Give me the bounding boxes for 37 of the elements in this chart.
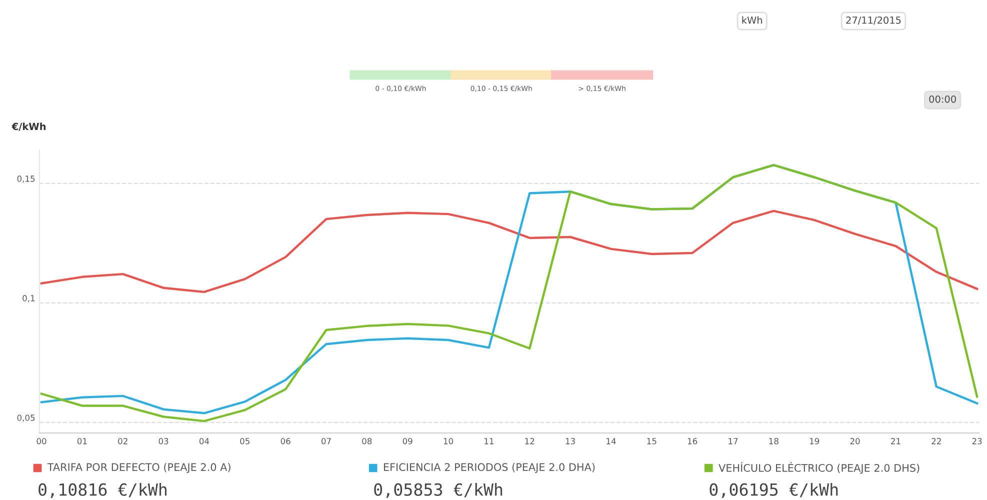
x-tick-label: 22 — [932, 438, 941, 444]
x-tick-label: 14 — [606, 438, 616, 444]
x-tick-label: 13 — [566, 438, 575, 444]
x-tick-label: 10 — [444, 438, 454, 444]
x-tick-label: 03 — [158, 438, 168, 444]
text: 00:00 — [929, 95, 956, 103]
text: 27/11/2015 — [846, 16, 901, 25]
y-tick-label: 0,05 — [17, 414, 35, 422]
x-tick-label: 12 — [525, 438, 534, 444]
x-tick-label: 11 — [484, 438, 494, 444]
text: 0,05853 €/kWh — [374, 482, 502, 498]
legend-label: VEHÍCULO ELÉCTRICO (PEAJE 2.0 DHS) — [718, 462, 920, 474]
x-tick-label: 04 — [199, 438, 210, 444]
x-tick-label: 18 — [769, 438, 778, 444]
x-tick-label: 00 — [36, 438, 46, 444]
x-tick-label: 06 — [280, 438, 290, 444]
x-tick-label: 05 — [240, 438, 250, 444]
x-tick-label: 15 — [647, 438, 656, 444]
x-tick-label: 08 — [362, 438, 372, 444]
text: 0,10816 €/kWh — [38, 482, 166, 498]
x-tick-label: 20 — [850, 438, 860, 444]
legend-label: EFICIENCIA 2 PERIODOS (PEAJE 2.0 DHA) — [384, 462, 595, 473]
y-tick-label: 0,1 — [22, 295, 35, 302]
y-axis-title: €/kWh — [12, 122, 46, 131]
x-tick-label: 09 — [402, 438, 412, 444]
x-tick-label: 07 — [321, 438, 331, 444]
legend-label: TARIFA POR DEFECTO (PEAJE 2.0 A) — [47, 462, 230, 473]
x-tick-label: 19 — [810, 438, 820, 444]
x-tick-label: 01 — [77, 438, 87, 444]
x-tick-label: 16 — [688, 438, 698, 444]
text: kWh — [742, 16, 762, 24]
x-tick-label: 17 — [728, 438, 738, 444]
y-tick-label: 0,15 — [17, 176, 35, 183]
x-tick-label: 23 — [972, 438, 982, 444]
text: 0,06195 €/kWh — [710, 482, 838, 498]
x-tick-label: 02 — [118, 438, 128, 444]
x-tick-label: 21 — [891, 438, 900, 444]
